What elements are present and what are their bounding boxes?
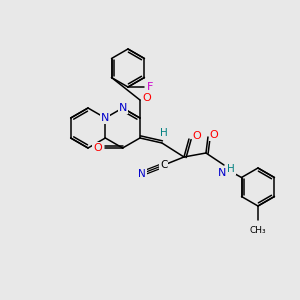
Text: F: F — [147, 82, 153, 92]
Text: C: C — [160, 160, 168, 170]
Text: O: O — [210, 130, 218, 140]
Text: N: N — [138, 169, 146, 179]
Text: O: O — [93, 143, 102, 153]
Text: N: N — [218, 168, 226, 178]
Text: O: O — [142, 93, 151, 103]
Text: H: H — [227, 164, 235, 174]
Text: H: H — [160, 128, 168, 138]
Text: N: N — [101, 113, 110, 123]
Text: CH₃: CH₃ — [250, 226, 266, 235]
Text: N: N — [118, 103, 127, 113]
Text: O: O — [193, 131, 201, 141]
